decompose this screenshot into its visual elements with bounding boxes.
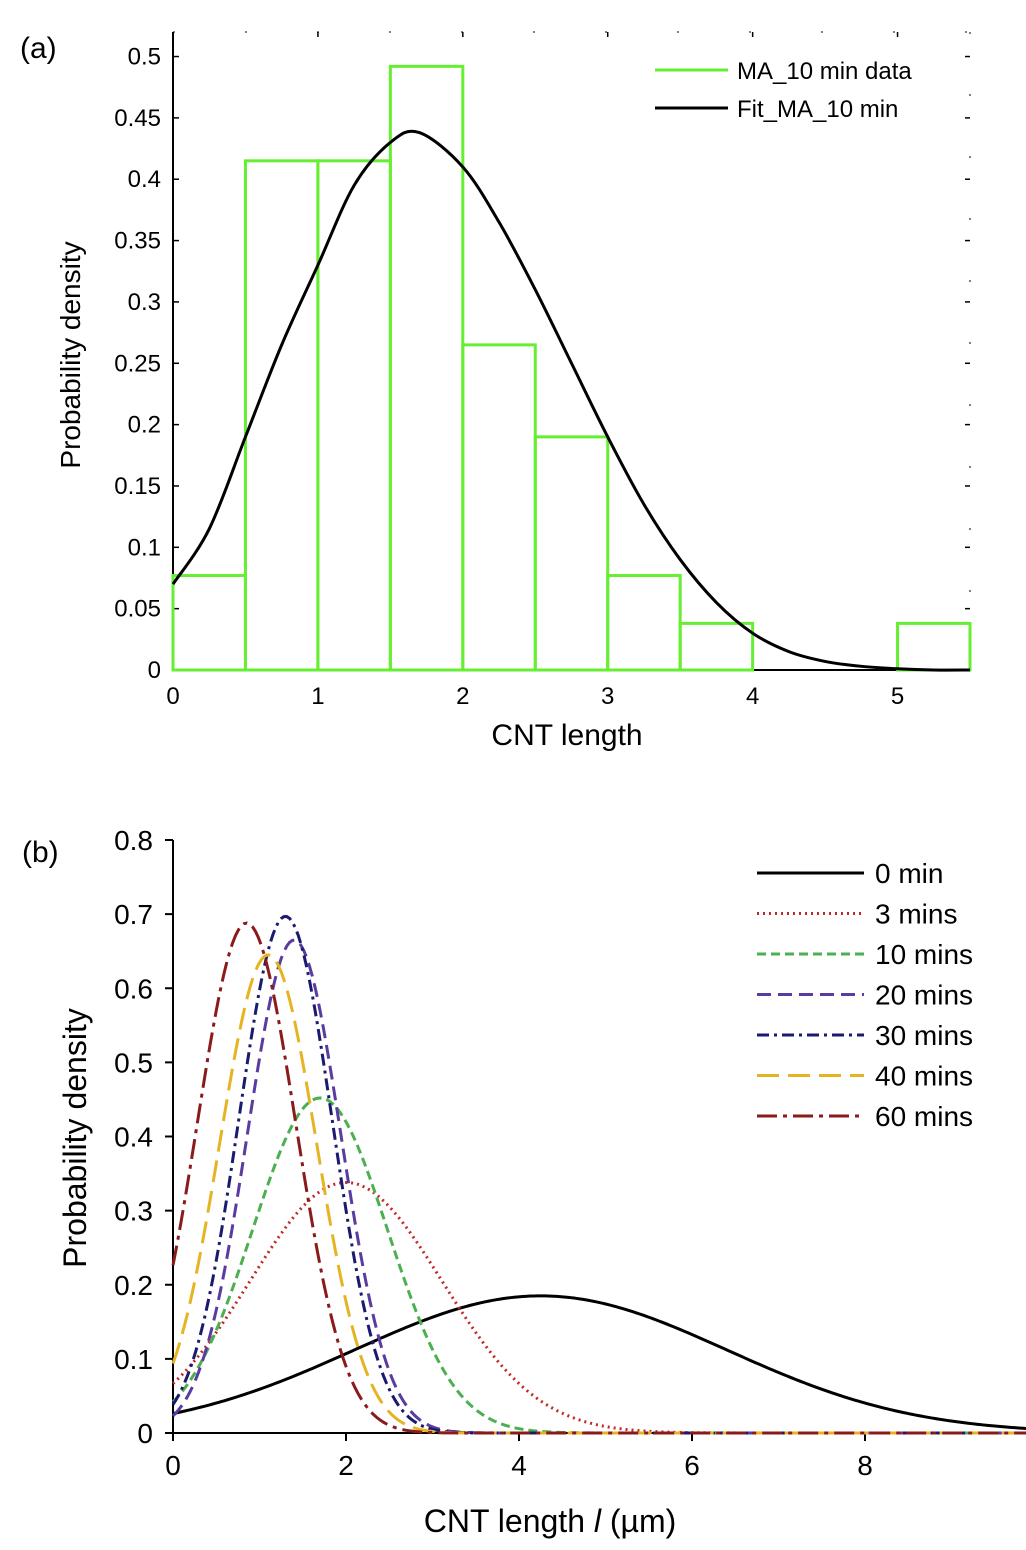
panel-b-label: (b): [22, 836, 59, 869]
series-line-3: [171, 938, 1026, 1435]
panel-a-histogram: (a) Probability density CNT length 0 0.05…: [20, 31, 972, 752]
panel-a-histogram-bars: [171, 64, 972, 672]
y-tick-label: 0.3: [128, 289, 161, 316]
histogram-bar: [171, 574, 247, 672]
legend-label-data: MA_10 min data: [737, 58, 912, 85]
x-tick-label: 1: [311, 683, 324, 710]
panel-b-series: [171, 915, 1026, 1435]
y-tick-label: 0.15: [114, 473, 161, 500]
y-tick-label: 0: [137, 1418, 153, 1449]
y-tick-label: 0.4: [128, 166, 161, 193]
panel-b-x-ticks: 024681: [165, 1433, 873, 1481]
x-axis-label-unit: (µm): [601, 1503, 676, 1539]
y-tick-label: 0.3: [114, 1196, 153, 1227]
y-tick-label: 0.5: [114, 1047, 153, 1078]
histogram-bar: [606, 574, 682, 672]
panel-b-legend: 0 min 3 mins 10 mins 20 mins 30 mins 40 mins 6…: [757, 858, 973, 1132]
panel-a-y-axis-label: Probability density: [55, 241, 86, 468]
series-line-1: [171, 1180, 1026, 1435]
legend-label: 3 mins: [875, 899, 957, 930]
series-line-0: [172, 1294, 1026, 1430]
y-tick-label: 0: [148, 657, 161, 684]
panel-a-legend: MA_10 min data Fit_MA_10 min: [655, 58, 912, 123]
panel-b-y-ticks: 0 0.1 0.2 0.3 0.4 0.5 0.6 0.7 0.8: [114, 825, 173, 1449]
series-line-6: [171, 921, 1026, 1435]
x-tick-label: 2: [456, 683, 469, 710]
panel-a-x-ticks: 0 1 2 3 4 5: [166, 32, 904, 710]
panel-a-label: (a): [20, 32, 57, 65]
legend-label: 60 mins: [875, 1101, 973, 1132]
x-tick-label: 4: [746, 683, 759, 710]
y-tick-label: 0.45: [114, 105, 161, 132]
legend-label: 30 mins: [875, 1020, 973, 1051]
histogram-bar: [533, 435, 610, 672]
legend-label: 0 min: [875, 858, 943, 889]
x-tick-label: 2: [338, 1450, 354, 1481]
x-tick-label: 6: [684, 1450, 700, 1481]
legend-label-fit: Fit_MA_10 min: [737, 96, 898, 123]
x-axis-label-variable: l: [594, 1503, 602, 1539]
y-tick-label: 0.2: [114, 1270, 153, 1301]
y-tick-label: 0.25: [114, 350, 161, 377]
panel-a-fit-curve: [171, 129, 971, 672]
x-tick-label: 0: [165, 1450, 181, 1481]
y-tick-label: 0.4: [114, 1122, 153, 1153]
y-tick-label: 0.7: [114, 899, 153, 930]
panel-b-line-chart: (b) Probability density CNT length l (µm…: [22, 825, 1026, 1539]
panel-a-plot-frame: [172, 31, 971, 671]
x-tick-label: 0: [166, 683, 179, 710]
histogram-bar: [243, 159, 320, 672]
x-tick-label: 5: [891, 683, 904, 710]
y-tick-label: 0.2: [128, 412, 161, 439]
panel-b-x-axis-label: CNT length l (µm): [424, 1503, 677, 1539]
histogram-bar: [896, 621, 972, 672]
x-tick-label: 4: [511, 1450, 527, 1481]
histogram-bar: [461, 343, 537, 672]
y-tick-label: 0.1: [128, 534, 161, 561]
panel-a-x-axis-label: CNT length: [491, 719, 642, 752]
y-tick-label: 0.8: [114, 825, 153, 856]
x-axis-label-main: CNT length: [424, 1503, 594, 1539]
y-tick-label: 0.6: [114, 973, 153, 1004]
y-tick-label: 0.35: [114, 228, 161, 255]
y-tick-label: 0.1: [114, 1344, 153, 1375]
y-tick-label: 0.5: [128, 44, 161, 71]
panel-a-y-ticks: 0 0.05 0.1 0.15 0.2 0.25 0.3 0.35 0.4 0.45 0.5: [114, 44, 970, 684]
legend-label: 10 mins: [875, 939, 973, 970]
histogram-bar: [678, 621, 755, 672]
y-tick-label: 0.05: [114, 596, 161, 623]
x-tick-label: 3: [601, 683, 614, 710]
legend-label: 40 mins: [875, 1061, 973, 1092]
legend-label: 20 mins: [875, 980, 973, 1011]
panel-b-y-axis-label: Probability density: [57, 1008, 93, 1268]
x-tick-label: 8: [857, 1450, 873, 1481]
